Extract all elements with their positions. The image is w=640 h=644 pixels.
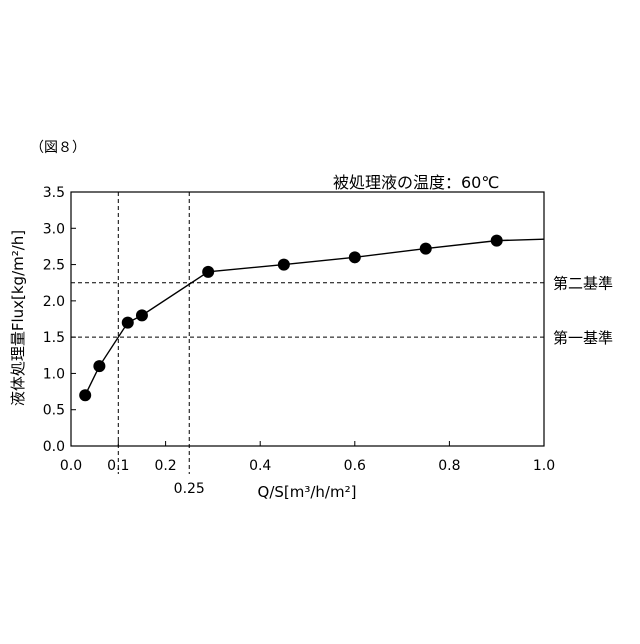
y-axis-label: 液体処理量Flux[kg/m²/h] — [9, 230, 27, 406]
data-point — [93, 360, 105, 372]
x-tick-label: 0.2 — [154, 458, 176, 474]
y-tick-label: 3.5 — [43, 185, 65, 201]
y-tick-label: 0.0 — [43, 439, 65, 455]
data-point — [122, 317, 134, 329]
reference-label: 第一基準 — [553, 329, 613, 347]
y-tick-label: 2.0 — [43, 294, 65, 310]
y-tick-label: 1.5 — [43, 330, 65, 346]
reference-label: 0.25 — [174, 481, 205, 497]
data-point — [278, 259, 290, 271]
y-tick-label: 0.5 — [43, 403, 65, 419]
x-tick-label: 1.0 — [533, 458, 555, 474]
y-tick-label: 2.5 — [43, 258, 65, 274]
data-point — [349, 251, 361, 263]
data-point — [136, 309, 148, 321]
x-axis-label: Q/S[m³/h/m²] — [258, 483, 357, 501]
figure-label: （図８） — [30, 140, 86, 156]
data-point — [491, 235, 503, 247]
series-line — [85, 239, 544, 395]
reference-label: 第二基準 — [553, 275, 613, 293]
x-tick-label: 0.4 — [249, 458, 271, 474]
data-point — [420, 243, 432, 255]
y-tick-label: 1.0 — [43, 366, 65, 382]
x-tick-label: 0.0 — [60, 458, 82, 474]
x-tick-label: 0.6 — [344, 458, 366, 474]
y-tick-label: 3.0 — [43, 221, 65, 237]
temperature-annotation: 被処理液の温度：60℃ — [333, 173, 499, 192]
x-tick-label: 0.8 — [438, 458, 460, 474]
data-point — [202, 266, 214, 278]
data-point — [79, 389, 91, 401]
x-tick-label: 0.1 — [107, 458, 129, 474]
